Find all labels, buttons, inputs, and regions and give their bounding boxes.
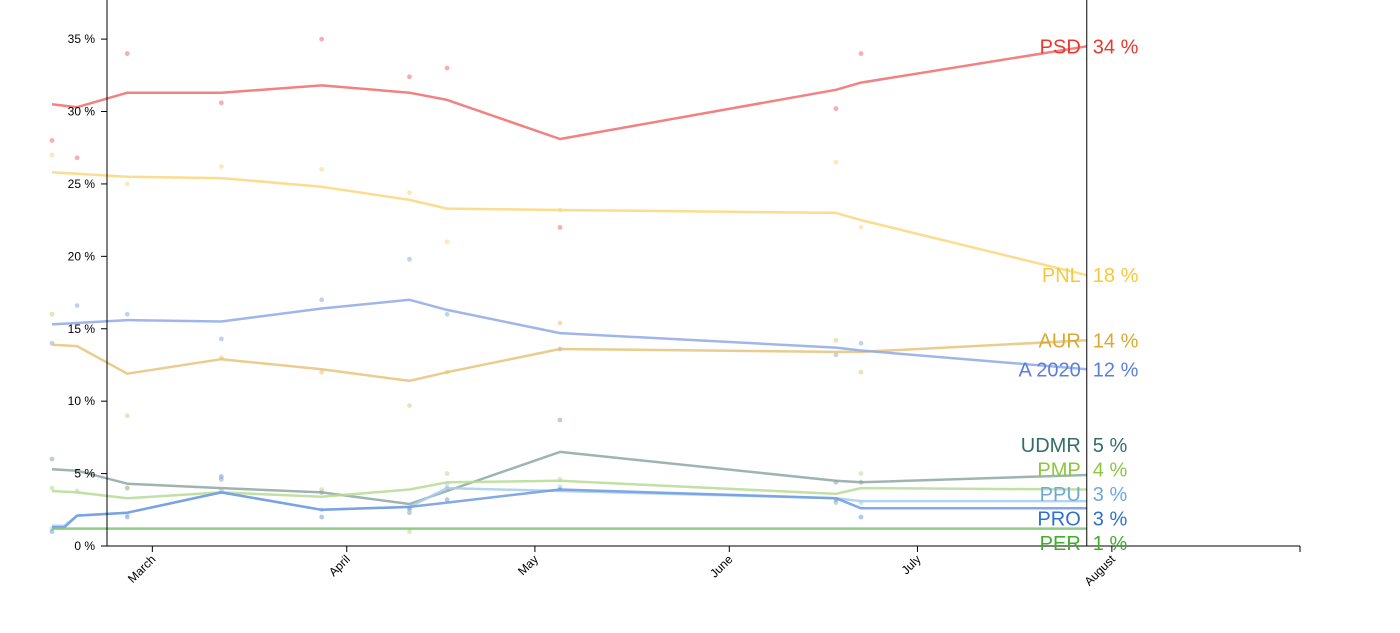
poll-point-aur bbox=[319, 369, 325, 375]
x-tick-label: March bbox=[125, 552, 158, 585]
series-value-udmr: 5 % bbox=[1093, 435, 1128, 457]
trend-line-udmr bbox=[51, 450, 1087, 506]
x-tick-label: June bbox=[707, 552, 736, 581]
poll-point-psd bbox=[444, 65, 450, 71]
poll-point-pmp bbox=[124, 485, 130, 491]
poll-point-pnl bbox=[319, 167, 325, 172]
series-value-pro: 3 % bbox=[1093, 509, 1128, 531]
poll-point-pro bbox=[444, 497, 450, 503]
poll-point-a-2020 bbox=[319, 297, 325, 303]
poll-point-psd bbox=[49, 138, 55, 143]
x-tick-label: May bbox=[515, 552, 541, 578]
poll-point-aur bbox=[833, 337, 839, 343]
poll-point-pmp bbox=[319, 487, 325, 492]
series-value-ppu: 3 % bbox=[1093, 484, 1128, 506]
poll-point-pnl bbox=[218, 164, 224, 169]
poll-point-pnl bbox=[858, 224, 864, 230]
poll-point-pro bbox=[858, 514, 864, 520]
series-name-pmp: PMP bbox=[1037, 460, 1080, 482]
poll-point-psd bbox=[407, 74, 412, 80]
poll-point-aur bbox=[858, 369, 864, 375]
poll-point-psd bbox=[74, 155, 80, 161]
series-name-psd: PSD bbox=[1040, 36, 1081, 58]
poll-point-udmr bbox=[557, 417, 563, 423]
poll-point-a-2020 bbox=[218, 336, 224, 342]
poll-point-pnl bbox=[49, 152, 55, 158]
poll-point-udmr bbox=[49, 456, 55, 462]
poll-point-a-2020 bbox=[74, 303, 80, 308]
y-tick-label: 25 % bbox=[68, 177, 96, 191]
poll-point-aur bbox=[407, 403, 412, 408]
y-tick-label: 10 % bbox=[68, 394, 96, 408]
series-name-ppu: PPU bbox=[1040, 484, 1081, 506]
poll-point-pnl bbox=[407, 190, 412, 196]
poll-point-pmp bbox=[444, 471, 450, 476]
axes: 0 % 5 % 10 % 15 % 20 % 25 % 30 % 35 % March April… bbox=[68, 0, 1301, 589]
poll-point-psd bbox=[124, 51, 130, 56]
series-name-a-2020: A 2020 bbox=[1018, 359, 1080, 381]
poll-point-pmp bbox=[49, 485, 55, 491]
poll-point-psd bbox=[218, 100, 224, 106]
poll-point-aur bbox=[124, 413, 130, 419]
trend-line-pmp bbox=[51, 479, 1087, 500]
series-value-pmp: 4 % bbox=[1093, 460, 1128, 482]
poll-point-aur bbox=[49, 311, 55, 317]
poll-point-a-2020 bbox=[124, 311, 130, 317]
poll-point-pmp bbox=[407, 529, 412, 534]
series-value-per: 1 % bbox=[1093, 533, 1128, 555]
series-value-psd: 34 % bbox=[1093, 36, 1139, 58]
poll-point-pnl bbox=[833, 159, 839, 165]
series-value-aur: 14 % bbox=[1093, 330, 1139, 352]
y-tick-label: 15 % bbox=[68, 322, 96, 336]
trend-line-a-2020 bbox=[51, 298, 1087, 371]
y-tick-label: 5 % bbox=[74, 467, 95, 481]
series-name-aur: AUR bbox=[1039, 330, 1081, 352]
poll-point-psd bbox=[858, 51, 864, 56]
series-name-pro: PRO bbox=[1037, 509, 1080, 531]
poll-point-psd bbox=[833, 106, 839, 112]
poll-point-pro bbox=[218, 474, 224, 479]
x-tick-label: July bbox=[899, 552, 924, 577]
poll-point-pnl bbox=[124, 181, 130, 187]
trend-line-pro bbox=[52, 488, 1087, 529]
end-labels: PSD 34 % PNL 18 % AUR 14 % A 2020 12 % UDMR 5 % PM… bbox=[1018, 36, 1138, 555]
series-name-per: PER bbox=[1040, 533, 1081, 555]
poll-point-aur bbox=[557, 320, 563, 326]
x-tick-label: August bbox=[1082, 552, 1119, 589]
poll-point-a-2020 bbox=[833, 352, 839, 358]
poll-point-psd bbox=[557, 224, 563, 230]
series-value-a-2020: 12 % bbox=[1093, 359, 1139, 381]
y-tick-label: 35 % bbox=[68, 32, 96, 46]
trend-lines bbox=[51, 45, 1088, 530]
y-tick-label: 20 % bbox=[68, 249, 96, 263]
trend-line-aur bbox=[51, 339, 1087, 383]
trend-line-psd bbox=[51, 45, 1087, 141]
poll-point-psd bbox=[319, 36, 325, 42]
series-value-pnl: 18 % bbox=[1093, 265, 1139, 287]
poll-points bbox=[49, 36, 864, 534]
poll-point-a-2020 bbox=[858, 340, 864, 346]
trend-line-pnl bbox=[51, 171, 1088, 277]
y-tick-label: 0 % bbox=[74, 539, 95, 553]
poll-point-pnl bbox=[444, 239, 450, 245]
x-tick-label: April bbox=[326, 552, 353, 579]
series-name-pnl: PNL bbox=[1042, 265, 1081, 287]
poll-point-pro bbox=[49, 529, 55, 534]
y-tick-label: 30 % bbox=[68, 105, 96, 119]
poll-point-pmp bbox=[858, 471, 864, 476]
poll-point-pro bbox=[319, 514, 325, 520]
poll-point-a-2020 bbox=[444, 311, 450, 317]
series-name-udmr: UDMR bbox=[1021, 435, 1081, 457]
poll-point-pro bbox=[124, 514, 130, 520]
poll-point-a-2020 bbox=[407, 256, 412, 262]
